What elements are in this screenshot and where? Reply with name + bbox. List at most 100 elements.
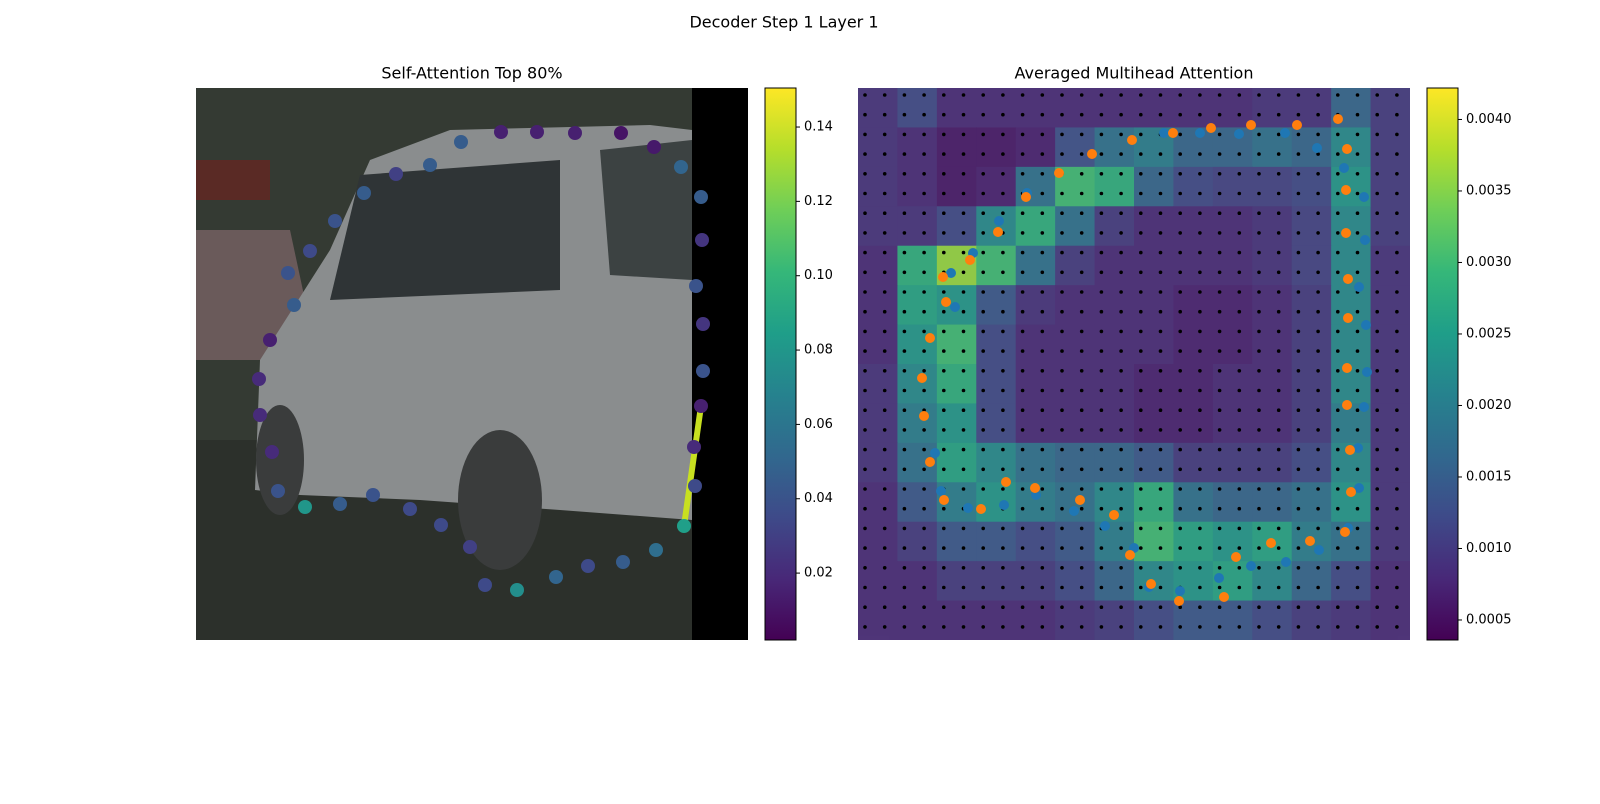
grid-dot	[1119, 467, 1123, 472]
grid-dot	[1198, 231, 1202, 235]
grid-dot	[1296, 506, 1301, 511]
grid-dot	[1217, 585, 1222, 590]
attention-point	[549, 570, 563, 584]
grid-dot	[1217, 447, 1222, 452]
grid-dot	[922, 309, 926, 314]
grid-dot	[1355, 585, 1360, 590]
grid-dot	[1198, 309, 1202, 314]
grid-dot	[1217, 388, 1222, 393]
query-point	[994, 216, 1004, 226]
query-point	[993, 227, 1003, 237]
attention-point	[694, 399, 708, 413]
colorbar-tick-label: 0.0025	[1466, 326, 1512, 341]
grid-dot	[1355, 270, 1360, 275]
grid-dot	[902, 546, 907, 550]
grid-dot	[1336, 447, 1340, 452]
grid-dot	[1217, 112, 1222, 117]
grid-dot	[1119, 152, 1123, 156]
grid-dot	[1040, 132, 1045, 137]
grid-dot	[1198, 625, 1202, 629]
query-point	[919, 411, 929, 421]
grid-dot	[1217, 467, 1222, 472]
grid-dot	[922, 93, 926, 97]
query-point	[1360, 235, 1370, 245]
grid-dot	[1079, 152, 1084, 156]
grid-dot	[1257, 250, 1261, 255]
grid-dot	[1316, 605, 1320, 609]
grid-dot	[1158, 369, 1163, 373]
grid-dot	[1336, 408, 1340, 413]
grid-dot	[882, 231, 887, 235]
colorbar-tick-label: 0.06	[804, 417, 833, 432]
grid-dot	[1336, 506, 1340, 511]
grid-dot	[1020, 329, 1025, 334]
grid-dot	[942, 625, 946, 629]
query-point	[1125, 550, 1135, 560]
grid-dot	[1060, 290, 1064, 294]
grid-dot	[981, 447, 985, 452]
colorbar-tick-label: 0.0005	[1466, 612, 1512, 627]
grid-dot	[902, 231, 907, 235]
grid-dot	[1001, 428, 1005, 432]
grid-dot	[1237, 585, 1242, 590]
query-point	[1354, 282, 1364, 292]
grid-dot	[961, 388, 966, 393]
grid-dot	[1020, 467, 1025, 472]
grid-dot	[902, 132, 907, 137]
grid-dot	[1119, 408, 1123, 413]
grid-dot	[1375, 309, 1379, 314]
grid-dot	[1237, 290, 1242, 294]
grid-dot	[981, 369, 985, 373]
grid-dot	[1316, 585, 1320, 590]
query-point	[950, 302, 960, 312]
grid-dot	[1001, 546, 1005, 550]
grid-dot	[961, 93, 966, 97]
grid-dot	[1158, 546, 1163, 550]
grid-dot	[1217, 309, 1222, 314]
grid-dot	[1336, 191, 1340, 196]
grid-dot	[1217, 290, 1222, 294]
grid-dot	[942, 231, 946, 235]
grid-dot	[1336, 250, 1340, 255]
query-point	[1054, 168, 1064, 178]
grid-dot	[1276, 447, 1281, 452]
grid-dot	[1001, 605, 1005, 609]
grid-dot	[1139, 349, 1143, 353]
grid-dot	[1355, 309, 1360, 314]
grid-dot	[961, 487, 966, 491]
grid-dot	[1217, 172, 1222, 176]
grid-dot	[1040, 191, 1045, 196]
grid-dot	[1276, 408, 1281, 413]
grid-dot	[1020, 309, 1025, 314]
attention-point	[265, 445, 279, 459]
grid-dot	[1336, 566, 1340, 570]
grid-dot	[1316, 172, 1320, 176]
grid-dot	[981, 309, 985, 314]
grid-dot	[1119, 329, 1123, 334]
grid-dot	[1001, 250, 1005, 255]
grid-dot	[1178, 388, 1182, 393]
grid-dot	[942, 585, 946, 590]
grid-dot	[1119, 349, 1123, 353]
grid-dot	[1178, 428, 1182, 432]
query-point	[1354, 483, 1364, 493]
grid-dot	[1158, 447, 1163, 452]
grid-dot	[1040, 506, 1045, 511]
grid-dot	[1060, 250, 1064, 255]
grid-dot	[1316, 625, 1320, 629]
grid-dot	[1395, 112, 1399, 117]
grid-dot	[1257, 93, 1261, 97]
grid-dot	[1158, 290, 1163, 294]
query-point	[1100, 521, 1110, 531]
query-point	[1246, 120, 1256, 130]
grid-dot	[1119, 526, 1123, 531]
grid-dot	[1158, 605, 1163, 609]
grid-dot	[1139, 191, 1143, 196]
grid-dot	[1395, 329, 1399, 334]
grid-dot	[1079, 408, 1084, 413]
grid-dot	[1257, 270, 1261, 275]
grid-dot	[1099, 290, 1104, 294]
query-point	[939, 495, 949, 505]
grid-dot	[1276, 605, 1281, 609]
grid-dot	[961, 408, 966, 413]
